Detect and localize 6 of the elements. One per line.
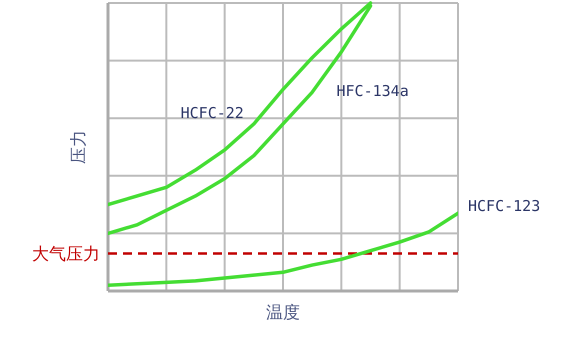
series-label: HFC-134a	[336, 82, 409, 100]
ref-line-label: 大气压力	[32, 244, 100, 265]
y-axis-title: 压力	[69, 130, 89, 164]
series-label: HCFC-123	[468, 197, 540, 216]
series-label: HCFC-22	[180, 104, 244, 122]
x-axis-title: 温度	[266, 303, 300, 323]
